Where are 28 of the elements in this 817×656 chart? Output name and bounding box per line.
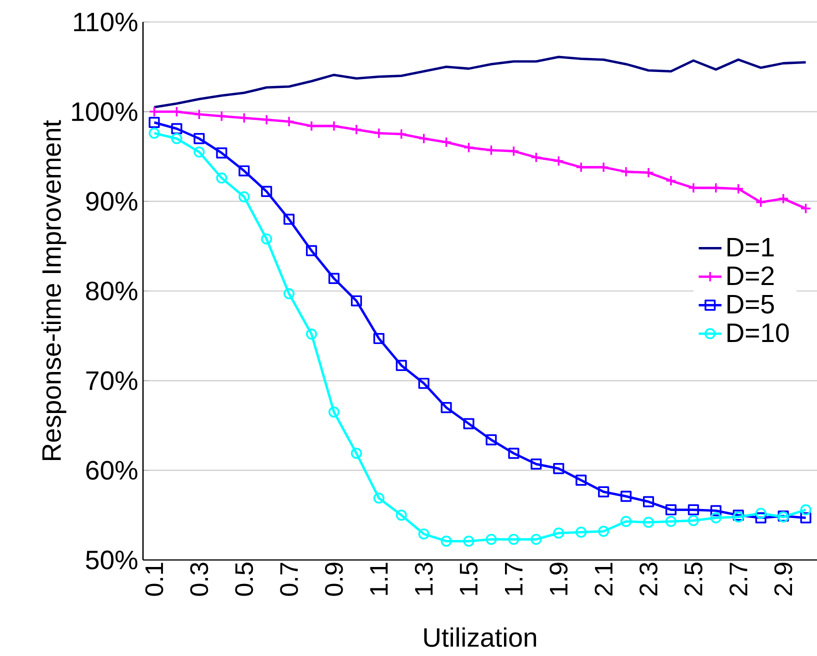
x-tick-label: 0.3 — [190, 562, 208, 596]
x-tick-label: 1.1 — [370, 562, 388, 595]
x-tick-label: 2.7 — [730, 562, 748, 596]
x-tick-label: 0.7 — [280, 562, 298, 596]
x-tick-label: 0.9 — [325, 562, 343, 596]
legend-label: D=2 — [728, 266, 774, 285]
x-tick-label: 1.7 — [505, 562, 522, 595]
y-tick-label: 90% — [86, 192, 138, 211]
y-tick-label: 60% — [86, 460, 138, 480]
legend-label: D=10 — [728, 323, 789, 342]
y-axis-title: Response-time Improvement — [41, 120, 66, 460]
x-axis-title: Utilization — [424, 627, 536, 647]
x-tick-label: 2.9 — [774, 562, 792, 596]
x-tick-label: 2.3 — [640, 562, 658, 596]
x-tick-label: 1.9 — [550, 562, 568, 595]
x-tick-label: 0.5 — [235, 562, 254, 596]
y-tick-label: 100% — [72, 102, 138, 122]
y-tick-label: 110% — [74, 12, 138, 32]
y-tick-label: 80% — [86, 282, 138, 300]
x-tick-label: 0.1 — [145, 562, 164, 596]
x-tick-label: 2.5 — [684, 562, 702, 596]
y-tick-label: 70% — [86, 371, 138, 390]
x-tick-label: 1.3 — [414, 562, 433, 595]
x-tick-label: 2.1 — [594, 562, 612, 596]
y-tick-label: 50% — [86, 550, 138, 570]
legend-label: D=5 — [728, 295, 774, 314]
legend-label: D=1 — [728, 238, 774, 256]
x-tick-label: 1.5 — [460, 562, 478, 595]
